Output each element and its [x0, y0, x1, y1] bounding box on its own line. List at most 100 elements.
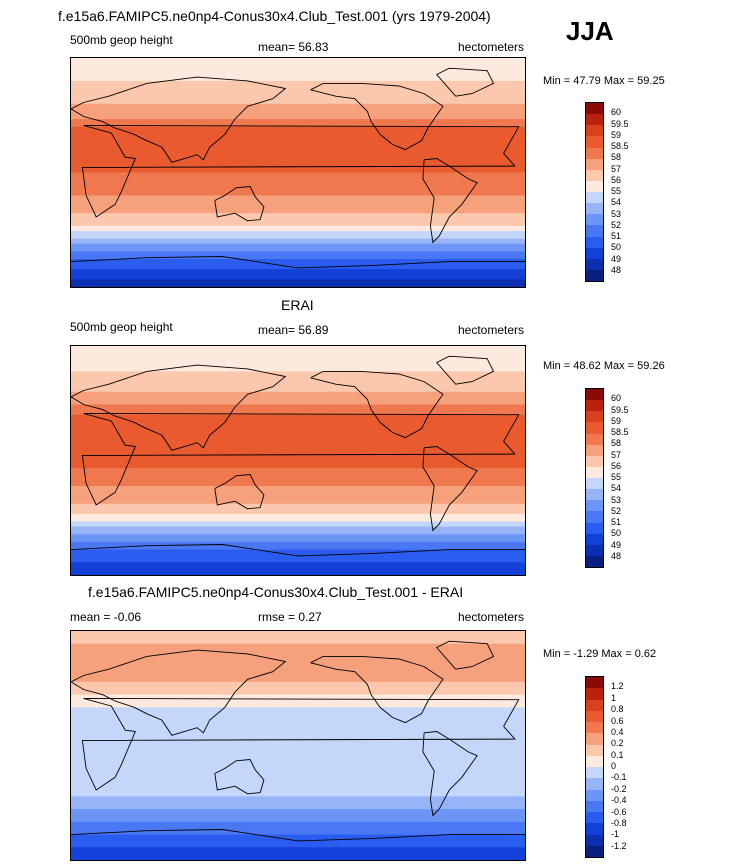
colorbar-tick-label: -0.8 — [611, 817, 627, 828]
heatmap-band — [71, 351, 525, 355]
heatmap-band — [71, 147, 525, 151]
heatmap-band — [71, 208, 525, 212]
heatmap-band — [71, 674, 525, 678]
heatmap-band — [71, 801, 525, 805]
colorbar-tick-label: 49 — [611, 253, 622, 264]
heatmap-band — [71, 111, 525, 115]
coastline — [214, 474, 265, 510]
heatmap-band — [71, 513, 525, 518]
heatmap-band — [71, 399, 525, 403]
colorbar-segment — [586, 389, 603, 401]
heatmap-band — [71, 381, 525, 385]
heatmap-band — [71, 567, 525, 571]
heatmap-band — [71, 725, 525, 729]
heatmap-band — [71, 559, 525, 563]
panel1-colorbar — [585, 102, 604, 282]
colorbar-tick-label: 54 — [611, 197, 622, 208]
heatmap-band — [71, 192, 525, 196]
panel3-units-label: hectometers — [458, 610, 525, 624]
heatmap-band — [71, 547, 525, 551]
colorbar-segment — [586, 511, 603, 523]
heatmap-band — [71, 225, 525, 230]
colorbar-segment — [586, 225, 603, 237]
heatmap-band — [71, 384, 525, 388]
coastline — [71, 544, 525, 557]
panel2-colorbar — [585, 388, 604, 568]
heatmap-band — [71, 73, 525, 77]
heatmap-band — [71, 745, 525, 749]
colorbar-tick-label: 54 — [611, 483, 622, 494]
coastline — [81, 412, 520, 506]
heatmap-band — [71, 689, 525, 693]
coastline — [71, 364, 287, 451]
heatmap-band — [71, 636, 525, 640]
heatmap-band — [71, 391, 525, 395]
heatmap-band — [71, 281, 525, 286]
heatmap-band — [71, 386, 525, 390]
colorbar-tick-label: 58 — [611, 438, 622, 449]
heatmap-band — [71, 712, 525, 716]
heatmap-band — [71, 445, 525, 449]
heatmap-band — [71, 717, 525, 721]
heatmap-band — [71, 569, 525, 574]
heatmap-band — [71, 842, 525, 846]
colorbar-segment — [586, 812, 603, 824]
heatmap-band — [71, 152, 525, 156]
colorbar-segment — [586, 466, 603, 478]
heatmap-band — [71, 765, 525, 769]
heatmap-band — [71, 264, 525, 268]
heatmap-band — [71, 460, 525, 464]
colorbar-tick-label: 58.5 — [611, 427, 629, 437]
heatmap-band — [71, 480, 525, 484]
colorbar-tick-label: 56 — [611, 174, 622, 185]
heatmap-band — [71, 353, 525, 357]
heatmap-band — [71, 503, 525, 507]
heatmap-band — [71, 496, 525, 500]
colorbar-tick-label: -0.6 — [611, 806, 627, 817]
heatmap-band — [71, 101, 525, 105]
heatmap-band — [71, 468, 525, 472]
heatmap-band — [71, 167, 525, 171]
heatmap-band — [71, 414, 525, 418]
heatmap-band — [71, 572, 525, 575]
heatmap-band — [71, 796, 525, 800]
colorbar-tick-label: 56 — [611, 460, 622, 471]
heatmap-band — [71, 259, 525, 263]
heatmap-band — [71, 348, 525, 352]
colorbar-tick-label: -0.2 — [611, 783, 627, 794]
panel3-colorbar — [585, 676, 604, 858]
heatmap-band — [71, 361, 525, 365]
heatmap-band — [71, 768, 525, 772]
heatmap-band — [71, 88, 525, 92]
heatmap-band — [71, 631, 525, 635]
heatmap-band — [71, 248, 525, 252]
heatmap-band — [71, 740, 525, 744]
heatmap-band — [71, 641, 525, 645]
heatmap-band — [71, 409, 525, 413]
heatmap-band — [71, 455, 525, 459]
heatmap-band — [71, 376, 525, 380]
colorbar-tick-label: -1 — [611, 829, 620, 840]
heatmap-band — [71, 450, 525, 454]
colorbar-segment — [586, 755, 603, 767]
colorbar-segment — [586, 214, 603, 226]
heatmap-band — [71, 261, 525, 265]
heatmap-band — [71, 791, 525, 795]
heatmap-band — [71, 837, 525, 841]
heatmap-band — [71, 798, 525, 803]
heatmap-band — [71, 834, 525, 838]
heatmap-band — [71, 776, 525, 780]
heatmap-band — [71, 177, 525, 181]
heatmap-band — [71, 773, 525, 777]
heatmap-band — [71, 686, 525, 691]
heatmap-band — [71, 78, 525, 82]
panel2-units-label: hectometers — [458, 323, 525, 337]
heatmap-band — [71, 363, 525, 367]
heatmap-band — [71, 447, 525, 451]
colorbar-tick-label: 0.2 — [611, 738, 624, 749]
colorbar-tick-label: 60 — [611, 107, 622, 118]
heatmap-band — [71, 653, 525, 658]
heatmap-band — [71, 783, 525, 787]
heatmap-band — [71, 666, 525, 670]
heatmap-band — [71, 531, 525, 535]
